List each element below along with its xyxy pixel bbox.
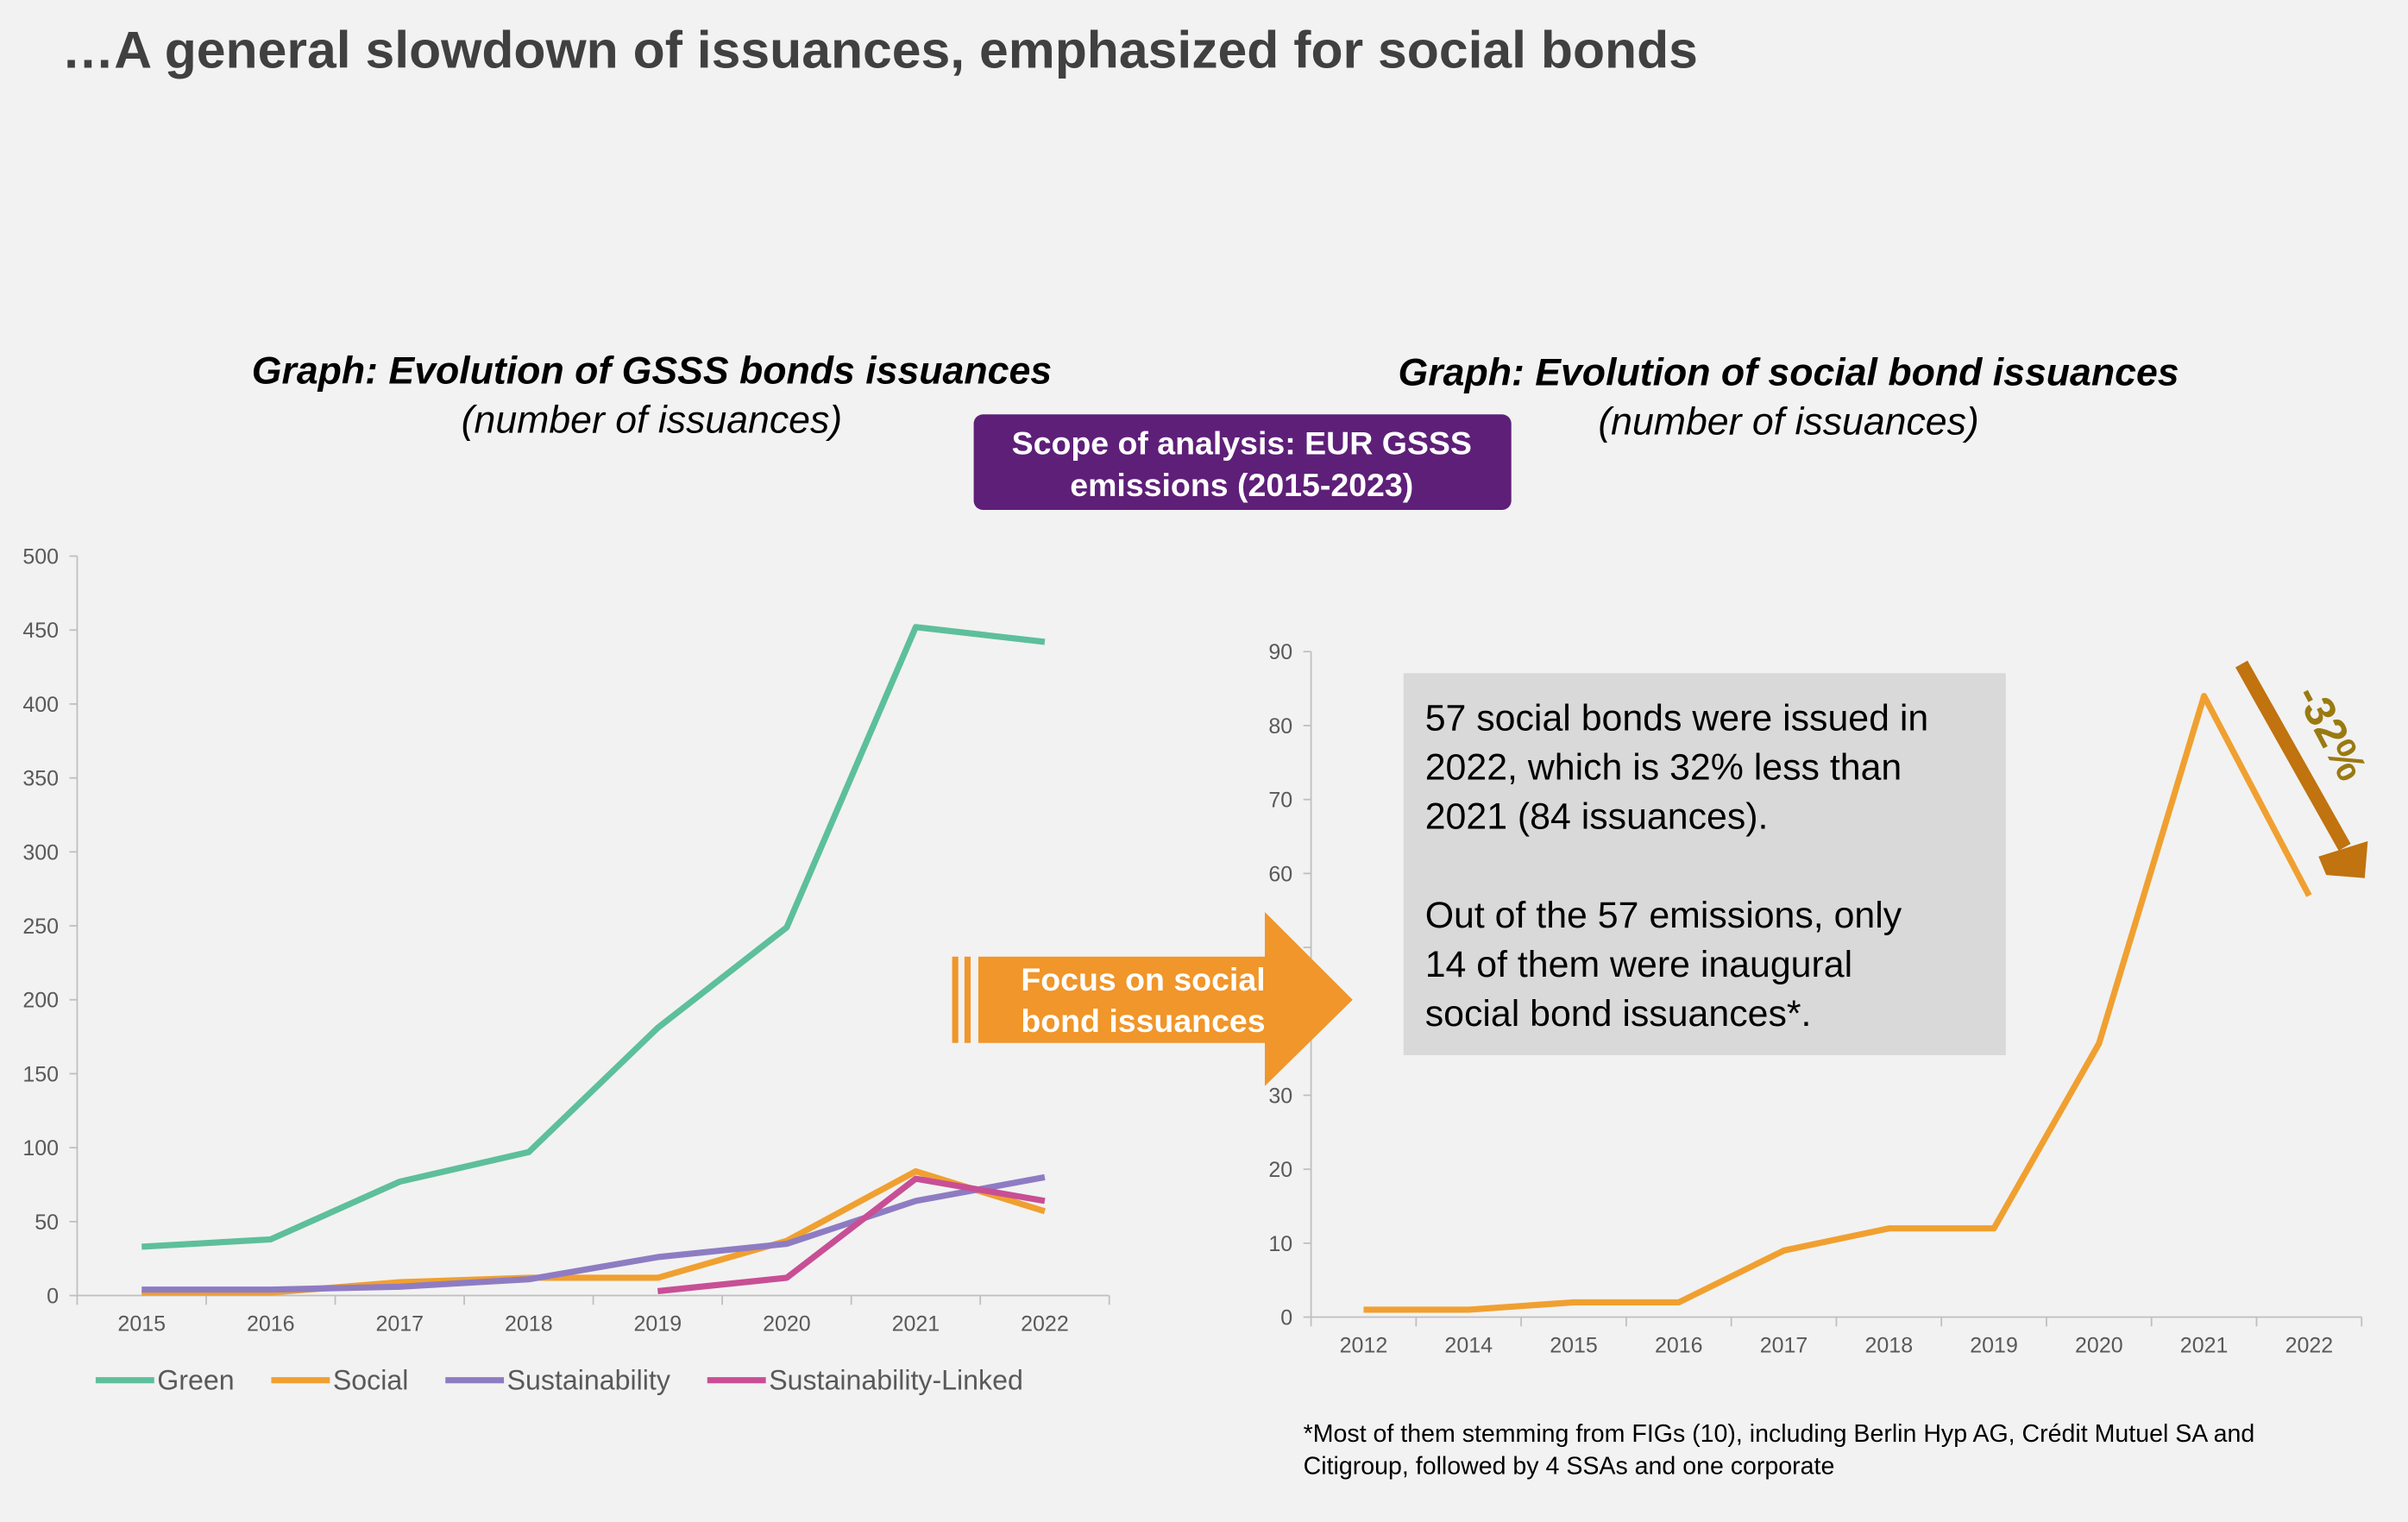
x-tick-label: 2012 — [1340, 1334, 1388, 1358]
slide-title: …A general slowdown of issuances, emphas… — [62, 21, 1698, 79]
x-tick-label: 2018 — [1865, 1334, 1914, 1358]
y-tick-label: 500 — [22, 544, 59, 569]
legend-label: Social — [333, 1364, 409, 1395]
x-tick-label: 2015 — [117, 1312, 166, 1336]
y-tick-label: 60 — [1268, 862, 1292, 886]
x-tick-label: 2020 — [763, 1312, 811, 1336]
x-tick-label: 2015 — [1550, 1334, 1598, 1358]
y-tick-label: 0 — [47, 1284, 59, 1308]
legend-label: Sustainability-Linked — [769, 1364, 1023, 1395]
y-tick-label: 200 — [22, 989, 59, 1013]
y-tick-label: 30 — [1268, 1084, 1292, 1108]
scope-text: emissions (2015-2023) — [1070, 467, 1413, 503]
scope-text: Scope of analysis: EUR GSSS — [1012, 425, 1472, 462]
y-tick-label: 20 — [1268, 1158, 1292, 1182]
y-tick-label: 250 — [22, 915, 59, 939]
x-tick-label: 2022 — [1021, 1312, 1069, 1336]
data-line — [141, 1173, 1046, 1293]
arrow-head — [2318, 840, 2368, 878]
arrow-body — [978, 911, 1353, 1086]
y-tick-label: 70 — [1268, 789, 1292, 813]
y-tick-label: 300 — [22, 840, 59, 865]
focus-arrow: Focus on social bond issuances — [952, 911, 1353, 1086]
data-line — [1363, 693, 2312, 1313]
data-line — [657, 1175, 1046, 1294]
info-text: 14 of them were inaugural — [1425, 944, 1852, 985]
legend-label: Sustainability — [507, 1364, 670, 1395]
y-tick-label: 150 — [22, 1062, 59, 1086]
info-text: social bond issuances*. — [1425, 993, 1812, 1035]
y-tick-label: 80 — [1268, 714, 1292, 739]
x-tick-label: 2016 — [1655, 1334, 1703, 1358]
arrow-text: Focus on social — [1021, 961, 1265, 997]
chart-subtitle: (number of issuances) — [462, 399, 842, 442]
x-tick-label: 2022 — [2285, 1334, 2334, 1358]
footnote: Citigroup, followed by 4 SSAs and one co… — [1304, 1453, 1835, 1481]
x-tick-label: 2021 — [2180, 1334, 2229, 1358]
arrow-stripe — [952, 956, 959, 1043]
x-tick-label: 2019 — [634, 1312, 682, 1336]
x-tick-label: 2018 — [505, 1312, 553, 1336]
info-text: 57 social bonds were issued in — [1425, 697, 1929, 739]
arrow-text: bond issuances — [1021, 1003, 1265, 1039]
x-tick-label: 2017 — [375, 1312, 424, 1336]
footnote: *Most of them stemming from FIGs (10), i… — [1304, 1420, 2255, 1448]
chart-title: Graph: Evolution of social bond issuance… — [1399, 351, 2179, 393]
y-tick-label: 450 — [22, 619, 59, 643]
y-tick-label: 90 — [1268, 640, 1292, 664]
y-tick-label: 0 — [1280, 1305, 1292, 1330]
info-text: Out of the 57 emissions, only — [1425, 895, 1902, 936]
y-tick-label: 10 — [1268, 1232, 1292, 1256]
y-tick-label: 50 — [35, 1211, 59, 1235]
data-line — [141, 624, 1046, 1250]
x-tick-label: 2019 — [1970, 1334, 2018, 1358]
legend-label: Green — [157, 1364, 234, 1395]
x-tick-label: 2020 — [2075, 1334, 2123, 1358]
info-text: 2021 (84 issuances). — [1425, 796, 1769, 838]
y-tick-label: 350 — [22, 767, 59, 791]
arrow-shaft — [2235, 660, 2351, 851]
info-box — [1403, 673, 2006, 1056]
arrow-stripe — [964, 956, 971, 1043]
x-tick-label: 2017 — [1760, 1334, 1808, 1358]
x-tick-label: 2014 — [1444, 1334, 1493, 1358]
scope-box — [973, 414, 1512, 510]
chart-title: Graph: Evolution of GSSS bonds issuances — [252, 350, 1052, 393]
x-tick-label: 2021 — [892, 1312, 940, 1336]
x-tick-label: 2016 — [247, 1312, 295, 1336]
y-tick-label: 400 — [22, 693, 59, 717]
y-tick-label: 100 — [22, 1136, 59, 1160]
chart-subtitle: (number of issuances) — [1598, 400, 1978, 443]
info-text: 2022, which is 32% less than — [1425, 746, 1902, 788]
